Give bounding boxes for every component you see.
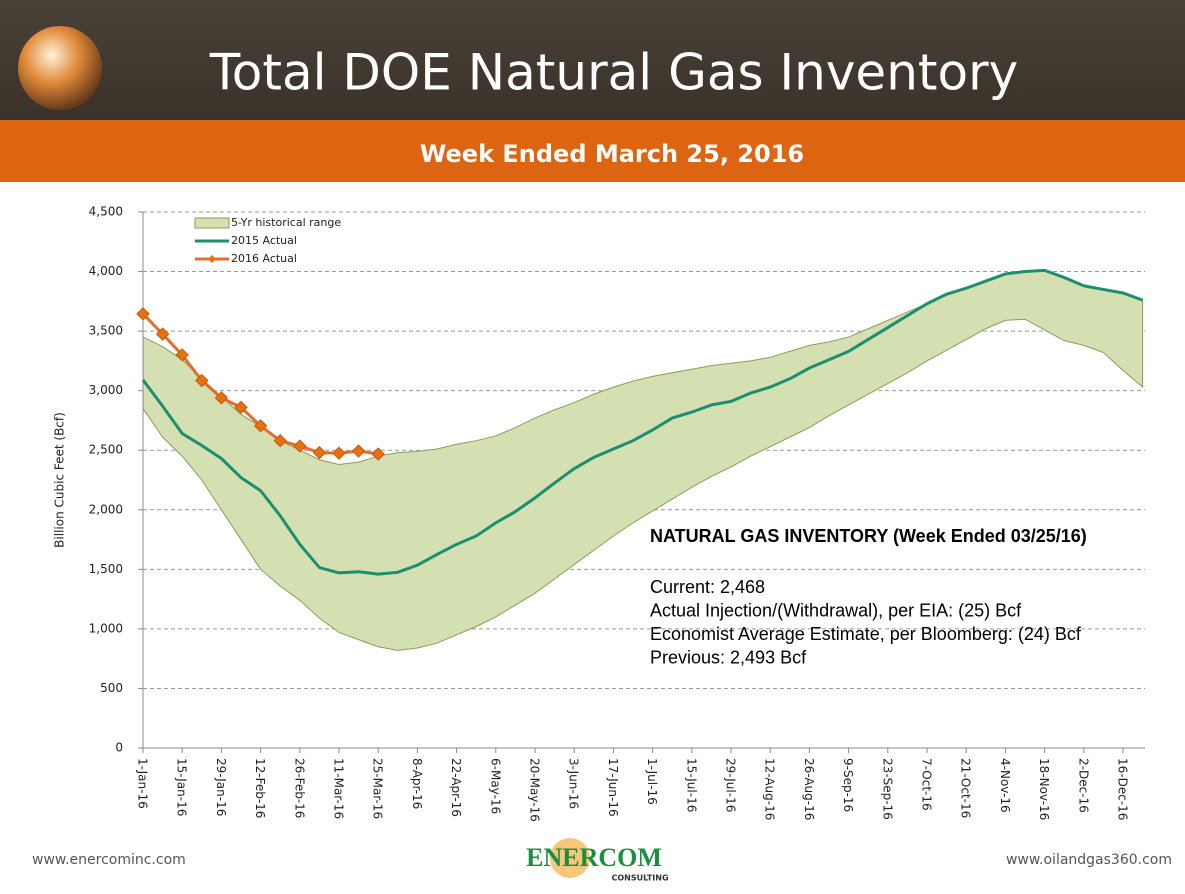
y-tick-label: 2,000 [89,502,123,516]
x-tick-label: 29-Jul-16 [724,758,738,812]
header-logo [18,26,102,110]
x-tick-label: 4-Nov-16 [998,758,1012,813]
range-area [142,269,1144,651]
data-point [253,419,268,433]
annotation-title: NATURAL GAS INVENTORY (Week Ended 03/25/… [650,526,1087,546]
data-point [195,373,209,388]
legend-label: 2015 Actual [231,234,297,247]
x-tick-label: 9-Sep-16 [841,758,855,812]
data-point [214,391,229,405]
x-tick-label: 2-Dec-16 [1076,758,1090,813]
x-tick-label: 18-Nov-16 [1037,758,1051,820]
legend-label: 5-Yr historical range [231,216,341,229]
data-point [234,400,248,415]
footer-logo: ENERCOM [526,843,662,872]
x-tick-label: 21-Oct-16 [959,758,973,818]
data-point [155,327,170,341]
x-tick-label: 12-Aug-16 [763,758,777,820]
data-point [136,307,150,321]
legend-marker [208,255,216,263]
y-tick-label: 3,000 [89,383,123,397]
title: Total DOE Natural Gas Inventory [209,44,1018,102]
x-tick-label: 29-Jan-16 [214,758,228,816]
data-point [175,348,189,362]
y-tick-label: 2,500 [89,443,123,457]
y-tick-label: 500 [100,681,123,695]
data-point [351,444,366,458]
annotation-line: Current: 2,468 [650,577,765,597]
x-tick-label: 6-May-16 [488,758,502,814]
y-tick-label: 3,500 [89,324,123,338]
annotation-line: Economist Average Estimate, per Bloomber… [650,624,1082,644]
x-tick-label: 3-Jun-16 [567,758,581,809]
annotation-line: Previous: 2,493 Bcf [650,647,807,667]
data-point [312,445,327,460]
subtitle-band [0,120,1185,182]
y-axis-label: Billion Cubic Feet (Bcf) [53,412,67,548]
data-point [332,446,346,460]
x-tick-label: 15-Jul-16 [684,758,698,812]
x-tick-label: 12-Feb-16 [253,758,267,818]
legend-swatch [194,217,230,229]
x-tick-label: 25-Mar-16 [371,758,385,819]
footer-logo-sub: CONSULTING [611,874,668,883]
y-tick-label: 0 [115,741,123,755]
header-band [0,0,1185,120]
y-tick-label: 1,000 [89,621,123,635]
legend-label: 2016 Actual [231,252,297,265]
footer-right: www.oilandgas360.com [1006,852,1172,868]
y-tick-label: 4,500 [89,205,123,219]
subtitle: Week Ended March 25, 2016 [420,140,804,168]
y-tick-label: 4,000 [89,264,123,278]
x-tick-label: 26-Aug-16 [802,758,816,820]
x-tick-label: 22-Apr-16 [449,758,463,817]
series-line [141,268,1144,576]
x-tick-label: 17-Jun-16 [606,758,620,817]
data-point [273,433,287,448]
x-tick-label: 8-Apr-16 [410,758,424,809]
x-tick-label: 15-Jan-16 [175,758,189,816]
x-tick-label: 11-Mar-16 [332,758,346,819]
annotation: NATURAL GAS INVENTORY (Week Ended 03/25/… [650,526,1087,668]
x-tick-label: 7-Oct-16 [920,758,934,811]
x-tick-label: 1-Jan-16 [136,758,150,809]
data-point [371,447,385,461]
x-tick-label: 16-Dec-16 [1116,758,1130,820]
x-tick-label: 20-May-16 [528,758,542,822]
plot: 0 500 1,000 1,500 2,000 2,500 3,000 3,500 4,000 4… [89,205,1145,822]
x-tick-label: 1-Jul-16 [645,758,659,805]
annotation-line: Actual Injection/(Withdrawal), per EIA: … [650,600,1022,620]
data-point [293,439,307,453]
footer-logo-sun [550,838,590,878]
x-tick-label: 23-Sep-16 [880,758,894,820]
y-tick-label: 1,500 [89,562,123,576]
x-tick-label: 26-Feb-16 [292,758,306,818]
footer-left: www.enercominc.com [32,852,186,868]
